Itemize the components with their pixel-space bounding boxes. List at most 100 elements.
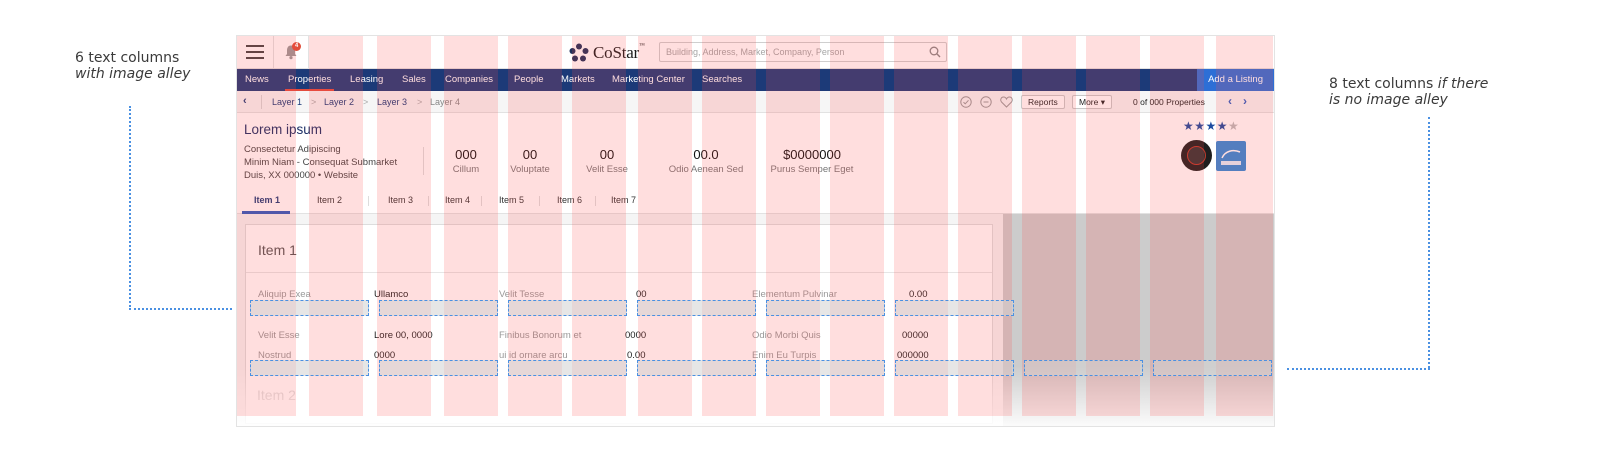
section-card-item-1: Item 1 Aliquip Exea Ullamco Velit Tesse … — [245, 224, 993, 424]
tab-item-1[interactable]: Item 1 — [254, 195, 281, 205]
check-circle-icon[interactable] — [960, 96, 972, 108]
annotation-right-line1: 8 text columns if there — [1329, 76, 1489, 92]
nav-item-companies[interactable]: Companies — [445, 74, 494, 85]
header-divider — [423, 147, 424, 175]
previous-property-icon[interactable]: ‹ — [1228, 94, 1232, 108]
more-dropdown[interactable]: More ▾ — [1072, 95, 1112, 109]
field-value: Lore 00, 0000 — [374, 330, 433, 341]
top-bar: 4 CoStar™ — [237, 36, 1274, 69]
field-label: Nostrud — [258, 350, 292, 361]
tab-separator — [481, 196, 482, 206]
app-window: 4 CoStar™ News Properties Leasing Sales … — [237, 36, 1274, 426]
breadcrumb-layer-2[interactable]: Layer 2 — [324, 97, 355, 107]
property-address-line-1: Consectetur Adipiscing — [244, 144, 341, 155]
stat-voluptate: 00 Voluptate — [510, 147, 550, 175]
property-address-line-3[interactable]: Duis, XX 000000 • Website — [244, 170, 359, 181]
field-label: Velit Tesse — [499, 289, 545, 300]
field-label: Odio Morbi Quis — [752, 330, 821, 341]
nav-item-leasing[interactable]: Leasing — [350, 74, 384, 85]
field-label: Aliquip Exea — [258, 289, 311, 300]
nav-item-marketing-center[interactable]: Marketing Center — [612, 74, 685, 85]
section-title: Item 1 — [258, 242, 297, 258]
guide-line-right-vertical — [1428, 117, 1430, 368]
breadcrumb-chevron-icon: > — [311, 97, 317, 107]
main-nav: News Properties Leasing Sales Companies … — [237, 69, 1274, 91]
field-value: 0.00 — [909, 289, 928, 300]
field-value: 0.00 — [627, 350, 646, 361]
heart-icon[interactable] — [1000, 96, 1013, 108]
tab-separator — [428, 196, 429, 206]
tab-item-4[interactable]: Item 4 — [445, 195, 471, 205]
energy-star-icon — [1216, 141, 1246, 171]
properties-count: 0 of 000 Properties — [1133, 97, 1205, 107]
property-address-line-2: Minim Niam - Consequat Submarket — [244, 157, 398, 168]
tab-separator — [595, 196, 596, 206]
nav-item-sales[interactable]: Sales — [402, 74, 426, 85]
minus-circle-icon[interactable] — [980, 96, 992, 108]
field-label: ui id ornare arcu — [499, 350, 568, 361]
add-listing-button[interactable]: Add a Listing — [1197, 69, 1274, 91]
tab-separator — [368, 196, 369, 206]
field-value: 0000 — [625, 330, 647, 341]
notification-badge: 4 — [292, 42, 301, 51]
field-value: 0000 — [374, 350, 396, 361]
property-header: Lorem ipsum Consectetur Adipiscing Minim… — [237, 113, 1274, 188]
costar-logo[interactable]: CoStar™ — [569, 42, 645, 64]
field-label: Elementum Pulvinar — [752, 289, 838, 300]
stat-purus-semper-eget: $0000000 Purus Semper Eget — [770, 147, 854, 175]
tab-item-5[interactable]: Item 5 — [499, 195, 525, 205]
field-label: Velit Esse — [258, 330, 300, 341]
nav-item-markets[interactable]: Markets — [561, 74, 595, 85]
search-icon[interactable] — [929, 46, 941, 58]
nav-item-properties[interactable]: Properties — [284, 69, 335, 91]
stat-cillum: 000 Cillum — [452, 147, 480, 175]
breadcrumb-layer-3[interactable]: Layer 3 — [377, 97, 408, 107]
active-tab-indicator — [242, 211, 290, 214]
leed-badge-icon — [1181, 140, 1212, 171]
nav-item-news[interactable]: News — [245, 74, 269, 85]
tab-item-7[interactable]: Item 7 — [611, 195, 637, 205]
breadcrumb-layer-1[interactable]: Layer 1 — [272, 97, 303, 107]
costar-logo-icon — [569, 43, 589, 62]
field-label: Enim Eu Turpis — [752, 350, 817, 361]
guide-line-left-horizontal — [129, 308, 232, 310]
annotation-right-line2: is no image alley — [1329, 92, 1448, 108]
guide-line-left-vertical — [129, 106, 131, 310]
field-value: Ullamco — [374, 289, 409, 300]
breadcrumb-divider — [261, 95, 262, 109]
field-value: 00 — [636, 289, 647, 300]
field-label: Finibus Bonorum et — [499, 330, 582, 341]
breadcrumb-bar: ‹ Layer 1 > Layer 2 > Layer 3 > Layer 4 … — [237, 91, 1274, 113]
back-arrow-icon[interactable]: ‹ — [243, 95, 247, 107]
tab-item-2[interactable]: Item 2 — [317, 195, 343, 205]
section-tabs: Item 1 Item 2 Item 3 Item 4 Item 5 Item … — [237, 188, 1274, 214]
annotation-eight-columns: 8 text columns if there is no image alle… — [1329, 76, 1488, 108]
breadcrumb-chevron-icon: > — [417, 97, 423, 107]
logo-text: CoStar™ — [593, 43, 645, 62]
stat-odio-aenean-sed: 00.0 Odio Aenean Sed — [668, 147, 744, 175]
notifications-button[interactable]: 4 — [273, 36, 309, 69]
tab-item-3[interactable]: Item 3 — [388, 195, 414, 205]
nav-item-searches[interactable]: Searches — [702, 74, 743, 85]
breadcrumb-chevron-icon: > — [363, 97, 369, 107]
guide-line-right-horizontal — [1287, 368, 1430, 370]
annotation-six-columns: 6 text columns with image alley — [75, 50, 190, 82]
star-rating: ★★★★★ — [1183, 119, 1240, 133]
tab-separator — [539, 196, 540, 206]
annotation-left-line1: 6 text columns — [75, 50, 180, 66]
image-alley — [1003, 214, 1274, 426]
next-property-icon[interactable]: › — [1243, 94, 1247, 108]
field-value: 000000 — [897, 350, 929, 361]
field-value: 00000 — [902, 330, 929, 341]
next-section-title: Item 2 — [257, 387, 296, 403]
nav-item-people[interactable]: People — [514, 74, 544, 85]
property-title: Lorem ipsum — [244, 122, 323, 137]
breadcrumb-layer-4: Layer 4 — [430, 97, 461, 107]
tab-item-6[interactable]: Item 6 — [557, 195, 583, 205]
content-area: Item 1 Aliquip Exea Ullamco Velit Tesse … — [237, 214, 1274, 426]
search-input[interactable] — [659, 42, 947, 62]
hamburger-menu-icon[interactable] — [246, 45, 264, 59]
reports-button[interactable]: Reports — [1021, 95, 1065, 109]
annotation-left-line2: with image alley — [75, 66, 191, 82]
section-divider — [246, 272, 992, 273]
